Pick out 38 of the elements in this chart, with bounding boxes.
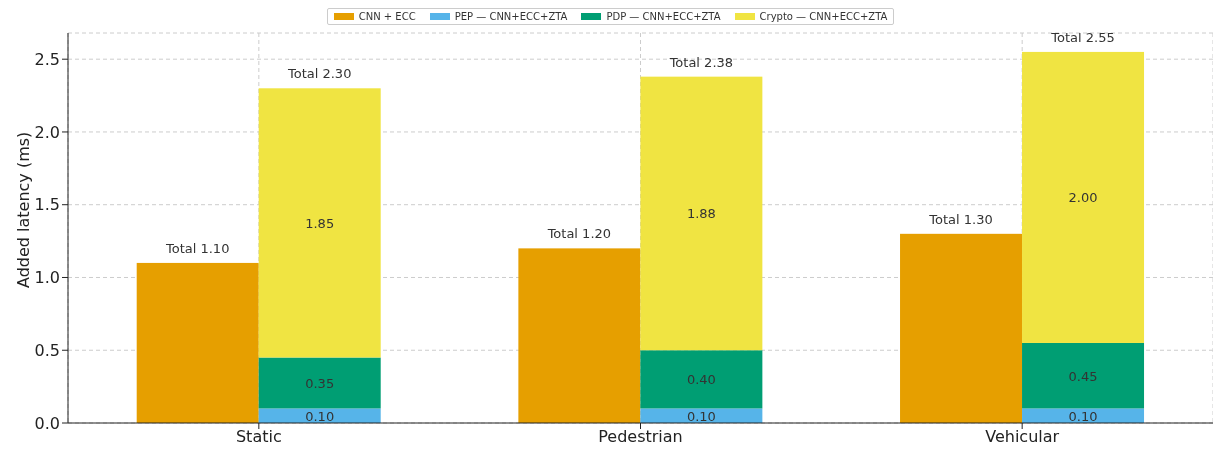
y-tick-label: 1.5 [34,195,60,215]
y-tick-label: 1.0 [34,268,60,288]
y-tick-label: 2.0 [34,122,60,142]
y-axis-title: Added latency (ms) [13,131,33,288]
data-label: 0.10 [686,408,716,424]
bar [640,76,763,351]
data-label: 0.45 [1068,368,1098,384]
data-label: 0.35 [305,375,335,391]
x-tick-label: Vehicular [985,427,1060,447]
y-tick-label: 2.5 [34,49,60,69]
total-label: Total 2.55 [1050,29,1115,45]
total-label: Total 2.30 [286,66,352,82]
bar [1022,342,1145,409]
bar [640,350,763,409]
data-label: 2.00 [1068,190,1098,206]
data-label: 0.40 [686,372,716,388]
legend-label: Crypto — CNN+ECC+ZTA [759,11,888,22]
total-label: Total 2.38 [668,54,734,70]
data-label: 0.10 [305,408,335,424]
x-tick-label: Static [235,427,282,447]
data-label: 1.85 [305,215,335,231]
bar [518,248,641,423]
data-label: 0.10 [1068,408,1098,424]
bar [258,357,381,409]
y-tick-label: 0.5 [34,340,60,360]
x-tick-label: Pedestrian [598,427,683,447]
legend-label: PEP — CNN+ECC+ZTA [454,11,568,22]
legend-label: CNN + ECC [358,11,416,22]
bar [258,88,381,358]
bar [1022,51,1145,343]
bar [900,233,1023,423]
bar [136,262,259,423]
data-label: Total 1.20 [546,226,612,242]
data-label: Total 1.30 [928,211,993,227]
legend-label: PDP — CNN+ECC+ZTA [606,11,721,22]
data-label: 1.88 [686,206,716,222]
y-tick-label: 0.0 [34,413,60,433]
data-label: Total 1.10 [164,240,230,256]
